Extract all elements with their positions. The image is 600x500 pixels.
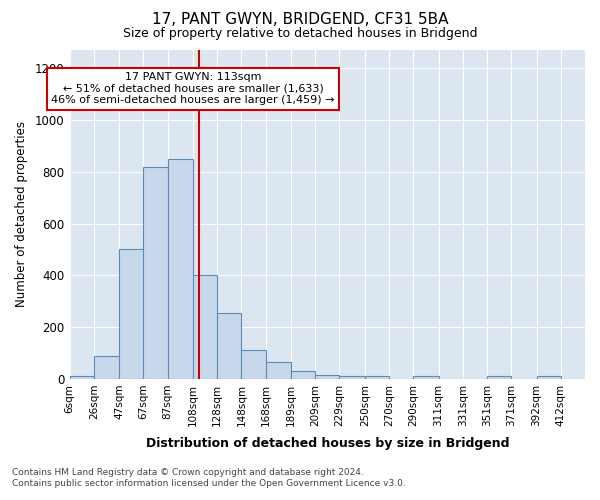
- Bar: [70, 376, 94, 379]
- Bar: [119, 250, 143, 379]
- Bar: [241, 350, 266, 379]
- Text: 17, PANT GWYN, BRIDGEND, CF31 5BA: 17, PANT GWYN, BRIDGEND, CF31 5BA: [152, 12, 448, 28]
- Bar: [217, 313, 241, 379]
- Bar: [340, 376, 365, 379]
- Bar: [536, 376, 561, 379]
- Bar: [143, 166, 167, 379]
- Y-axis label: Number of detached properties: Number of detached properties: [15, 122, 28, 308]
- Bar: [266, 362, 291, 379]
- Bar: [315, 375, 340, 379]
- Bar: [291, 371, 315, 379]
- Text: Size of property relative to detached houses in Bridgend: Size of property relative to detached ho…: [123, 28, 477, 40]
- Bar: [365, 376, 389, 379]
- Bar: [413, 376, 439, 379]
- Text: Contains HM Land Registry data © Crown copyright and database right 2024.
Contai: Contains HM Land Registry data © Crown c…: [12, 468, 406, 487]
- Bar: [94, 356, 119, 379]
- Bar: [487, 376, 511, 379]
- Bar: [167, 159, 193, 379]
- Bar: [193, 276, 217, 379]
- Text: 17 PANT GWYN: 113sqm
← 51% of detached houses are smaller (1,633)
46% of semi-de: 17 PANT GWYN: 113sqm ← 51% of detached h…: [51, 72, 335, 105]
- X-axis label: Distribution of detached houses by size in Bridgend: Distribution of detached houses by size …: [146, 437, 509, 450]
